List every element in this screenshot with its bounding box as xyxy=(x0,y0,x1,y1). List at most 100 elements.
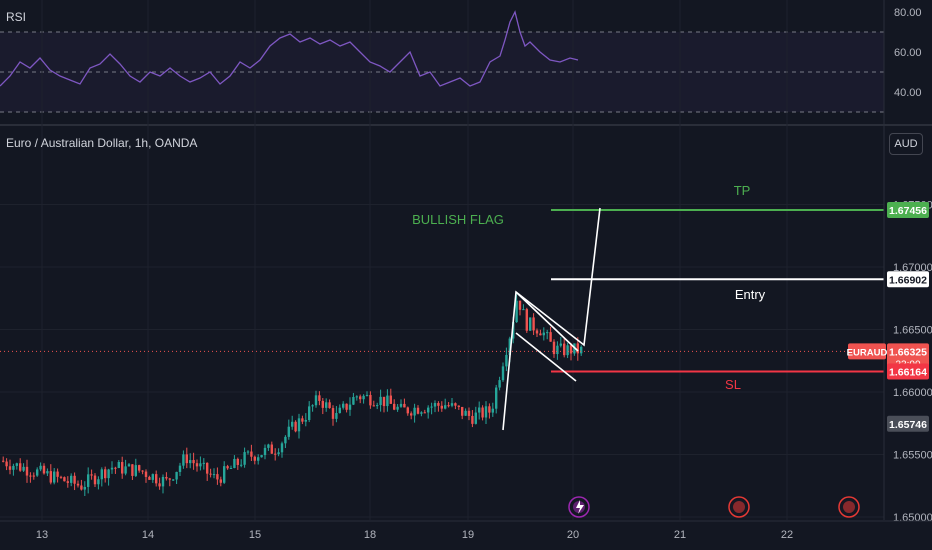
candle-body xyxy=(440,405,443,409)
price-axis: 80.00 60.00 40.00 1.67000 1.66500 1.66000 1.65… xyxy=(883,0,932,524)
symbol-tag-bg xyxy=(848,343,886,360)
candle-body xyxy=(461,406,464,416)
economic-event-icon[interactable] xyxy=(728,496,750,518)
rsi-tick: 40.00 xyxy=(894,87,922,99)
candle-body xyxy=(403,403,406,408)
candle-body xyxy=(498,380,501,388)
candle-body xyxy=(505,354,508,367)
candle-body xyxy=(2,460,5,462)
candle-body xyxy=(311,405,314,407)
candle-body xyxy=(359,396,362,400)
candle-body xyxy=(389,395,392,404)
candle-body xyxy=(240,464,243,466)
candle-body xyxy=(294,421,297,432)
candle-body xyxy=(70,475,73,483)
time-tick: 18 xyxy=(364,529,376,541)
drawings-layer[interactable]: BULLISH FLAG TP Entry SL xyxy=(412,183,884,431)
candle-body xyxy=(474,412,477,424)
candle-body xyxy=(447,405,450,407)
candle-body xyxy=(192,460,195,464)
candle-body xyxy=(478,407,481,413)
candle-body xyxy=(566,345,569,356)
candle-body xyxy=(158,483,161,487)
candle-body xyxy=(518,300,522,310)
rsi-bands xyxy=(0,31,932,126)
sl-price-tag-bg xyxy=(887,363,929,380)
candle-body xyxy=(233,458,236,468)
candle-body xyxy=(580,346,583,354)
candle-body xyxy=(542,332,545,336)
candle-body xyxy=(274,453,277,455)
candle-body xyxy=(277,452,280,455)
candle-body xyxy=(226,466,229,469)
marker-price-tag-bg xyxy=(887,415,929,432)
candle-body xyxy=(53,471,56,483)
candle-body xyxy=(223,466,226,483)
candle-body xyxy=(216,474,219,480)
candle-body xyxy=(522,309,525,311)
price-tags: 1.674561.669021.6632533:00EURAUD1.661641… xyxy=(847,202,929,432)
sl-price-tag: 1.66164 xyxy=(889,367,927,379)
candle-body xyxy=(318,395,321,401)
candle-body xyxy=(501,366,505,381)
candle-body xyxy=(168,478,171,480)
candle-body xyxy=(151,474,154,480)
candle-body xyxy=(406,407,409,414)
price-tick: 1.66500 xyxy=(893,325,932,337)
candle-body xyxy=(535,330,539,334)
candle-body xyxy=(59,476,63,478)
candle-body xyxy=(100,469,103,480)
candle-body xyxy=(138,465,141,471)
candle-body xyxy=(22,466,25,471)
candle-body xyxy=(539,333,542,336)
candle-body xyxy=(563,343,566,356)
entry-price-tag: 1.66902 xyxy=(889,274,927,286)
rsi-path xyxy=(0,10,579,87)
candle-body xyxy=(284,436,287,444)
candle-body xyxy=(25,466,29,476)
rsi-line xyxy=(0,10,579,87)
candle-body xyxy=(267,444,270,448)
candle-body xyxy=(141,470,144,472)
candle-body xyxy=(87,474,90,487)
lightning-icon xyxy=(576,500,584,514)
event-icons[interactable] xyxy=(568,496,860,518)
candle-body xyxy=(348,404,352,410)
candle-body xyxy=(209,473,212,475)
candle-body xyxy=(202,462,205,464)
candle-body xyxy=(569,345,573,354)
candle-body xyxy=(437,403,440,406)
candle-body xyxy=(131,464,134,476)
candle-body xyxy=(165,476,168,479)
price-tick: 1.66000 xyxy=(893,387,932,399)
candle-body xyxy=(110,467,114,470)
time-tick: 13 xyxy=(36,529,48,541)
time-tick: 22 xyxy=(781,529,793,541)
candle-body xyxy=(291,421,294,427)
economic-event-icon-core xyxy=(733,501,745,513)
candle-body xyxy=(280,443,284,453)
candle-body xyxy=(335,412,338,419)
candle-body xyxy=(423,412,426,414)
currency-button[interactable]: AUD xyxy=(889,133,923,155)
time-tick: 14 xyxy=(142,529,154,541)
candle-body xyxy=(270,444,273,454)
candle-body xyxy=(195,463,199,467)
time-tick: 15 xyxy=(249,529,261,541)
symbol-title: Euro / Australian Dollar, 1h, OANDA xyxy=(6,136,198,150)
flag-upper-line xyxy=(515,291,579,352)
candle-body xyxy=(338,407,341,413)
candle-body xyxy=(104,469,107,479)
economic-event-icon-2[interactable] xyxy=(838,496,860,518)
candle-body xyxy=(257,457,260,461)
candle-body xyxy=(301,418,304,422)
rsi-indicator-label[interactable]: RSI xyxy=(6,10,27,24)
candle-body xyxy=(73,475,76,484)
tp-price-tag-bg xyxy=(887,202,929,218)
candle-body xyxy=(464,410,467,416)
candle-body xyxy=(287,426,290,437)
flag-label: BULLISH FLAG xyxy=(412,212,504,227)
candle-body xyxy=(236,458,239,465)
candle-body xyxy=(66,481,69,483)
